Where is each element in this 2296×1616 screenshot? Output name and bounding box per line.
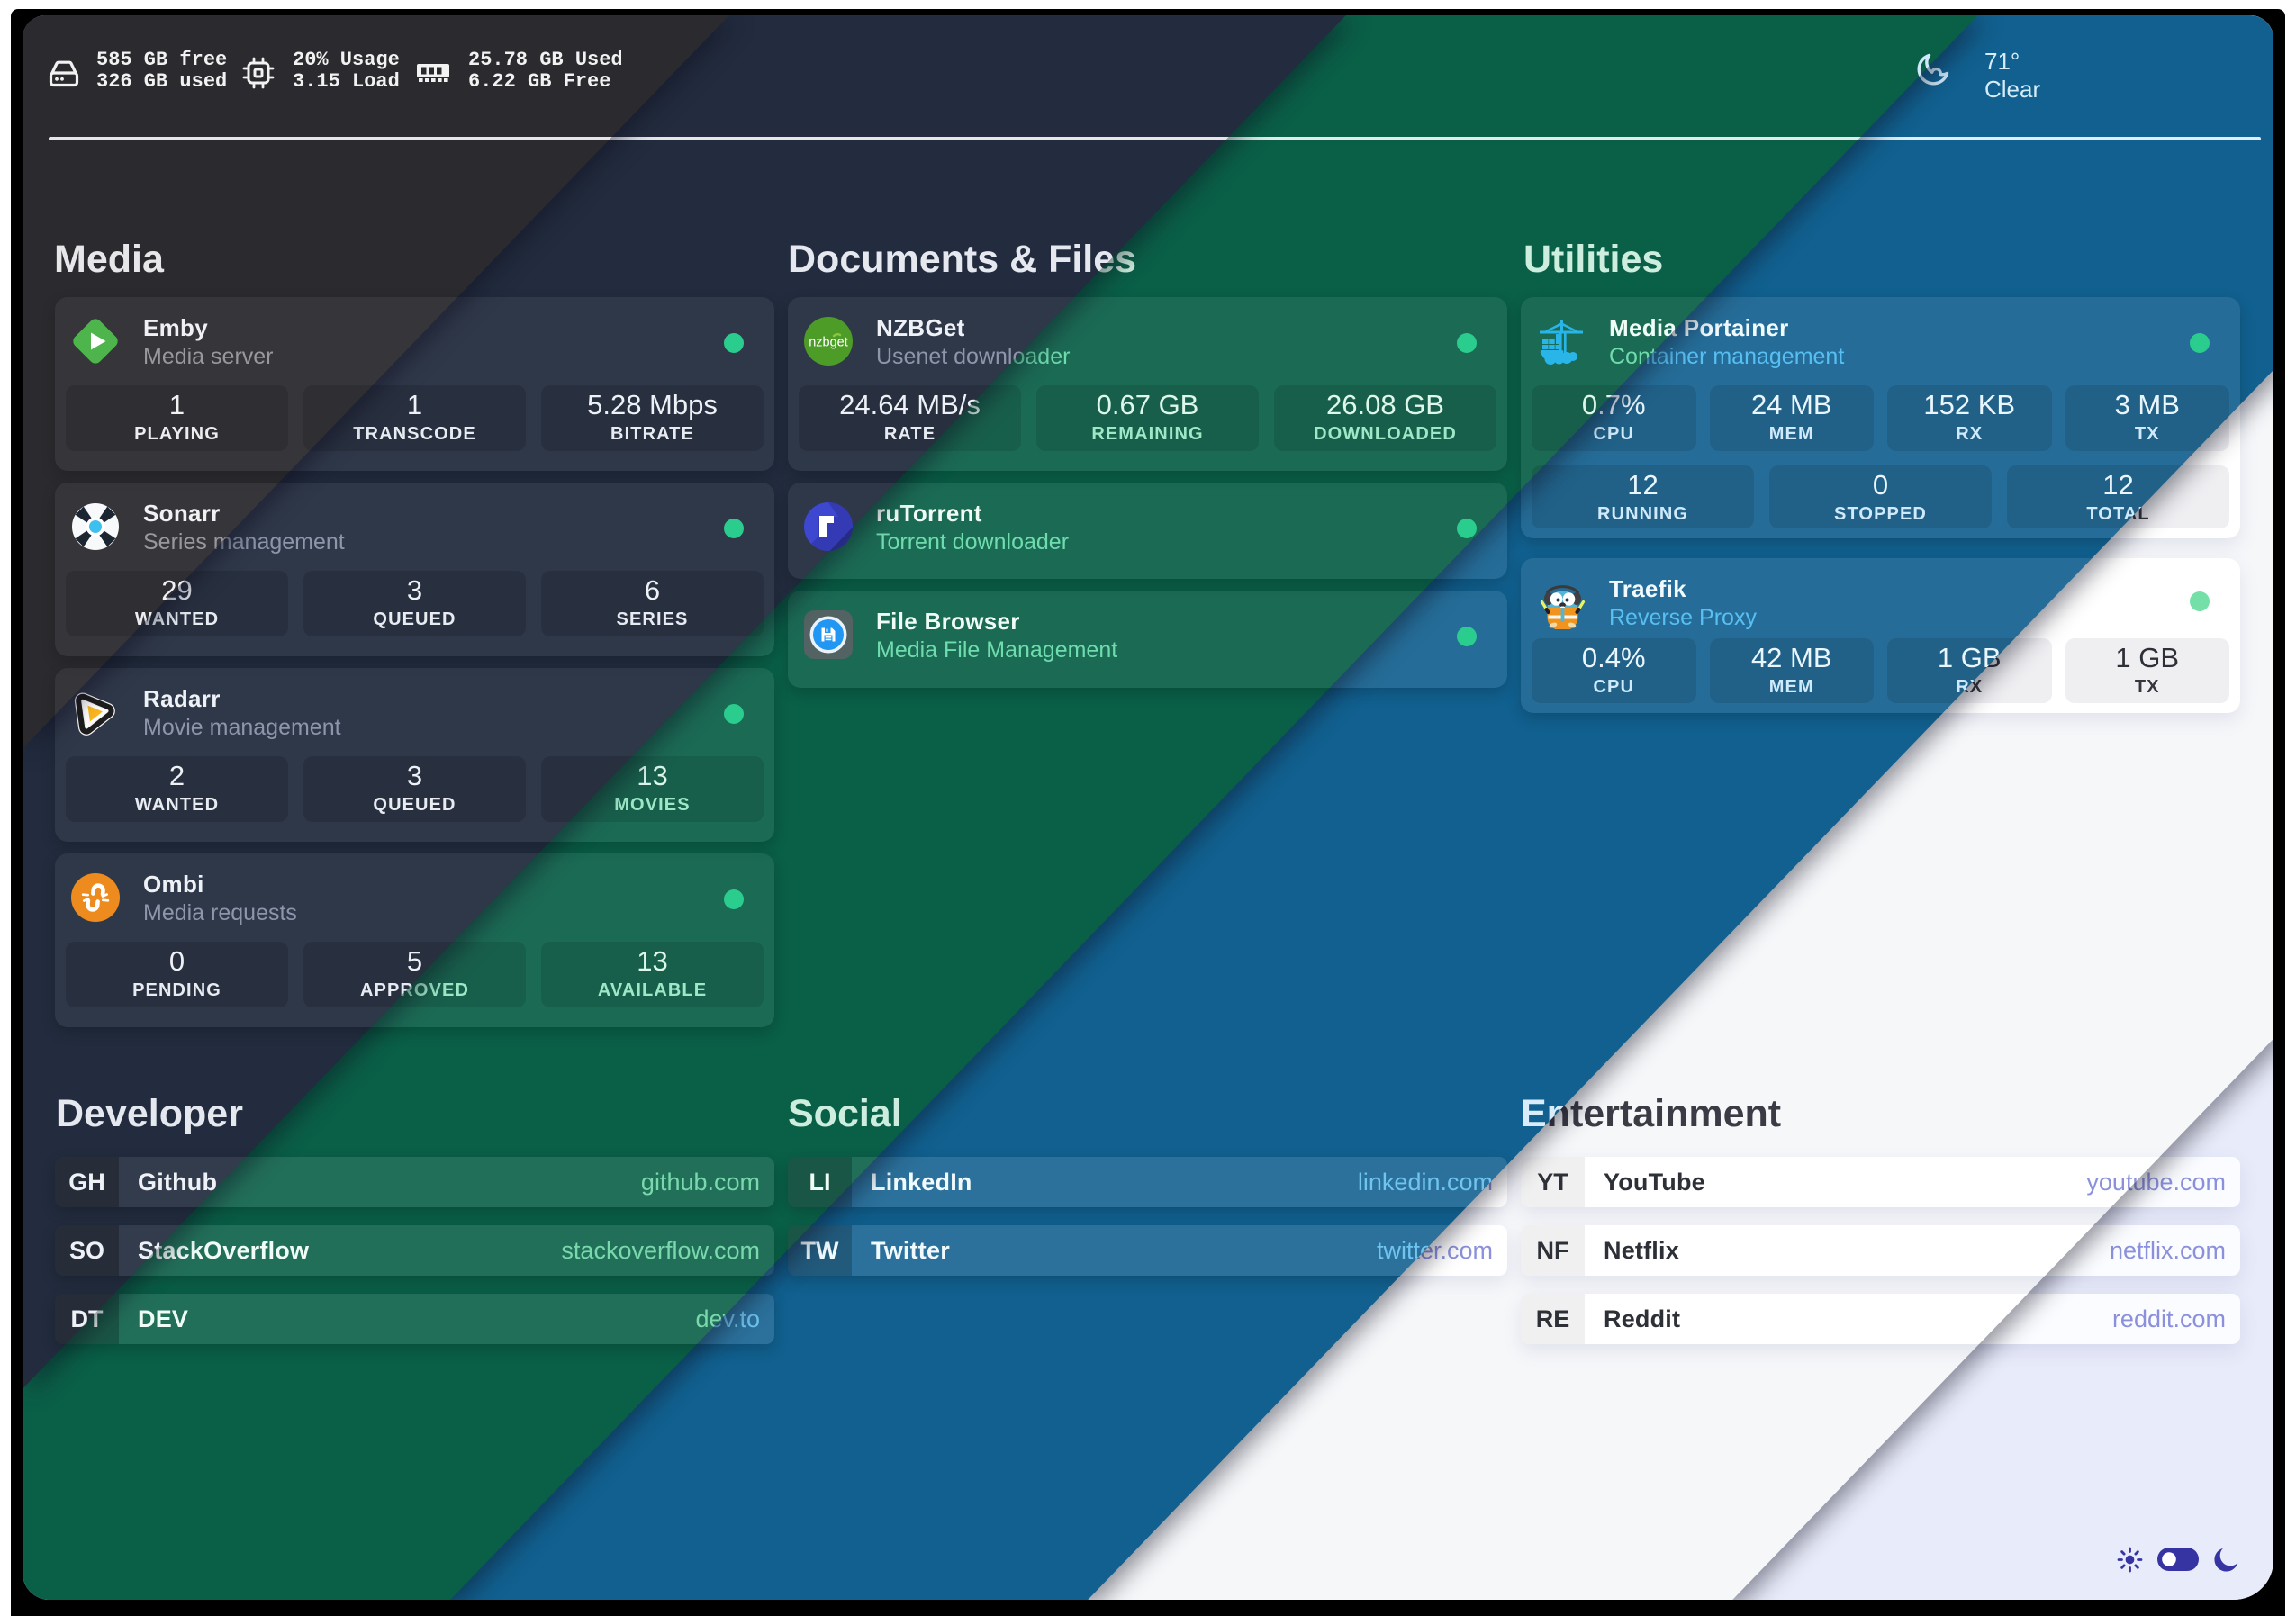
svg-text:nzbget: nzbget xyxy=(809,336,848,350)
svg-text:nzbget: nzbget xyxy=(809,336,848,350)
